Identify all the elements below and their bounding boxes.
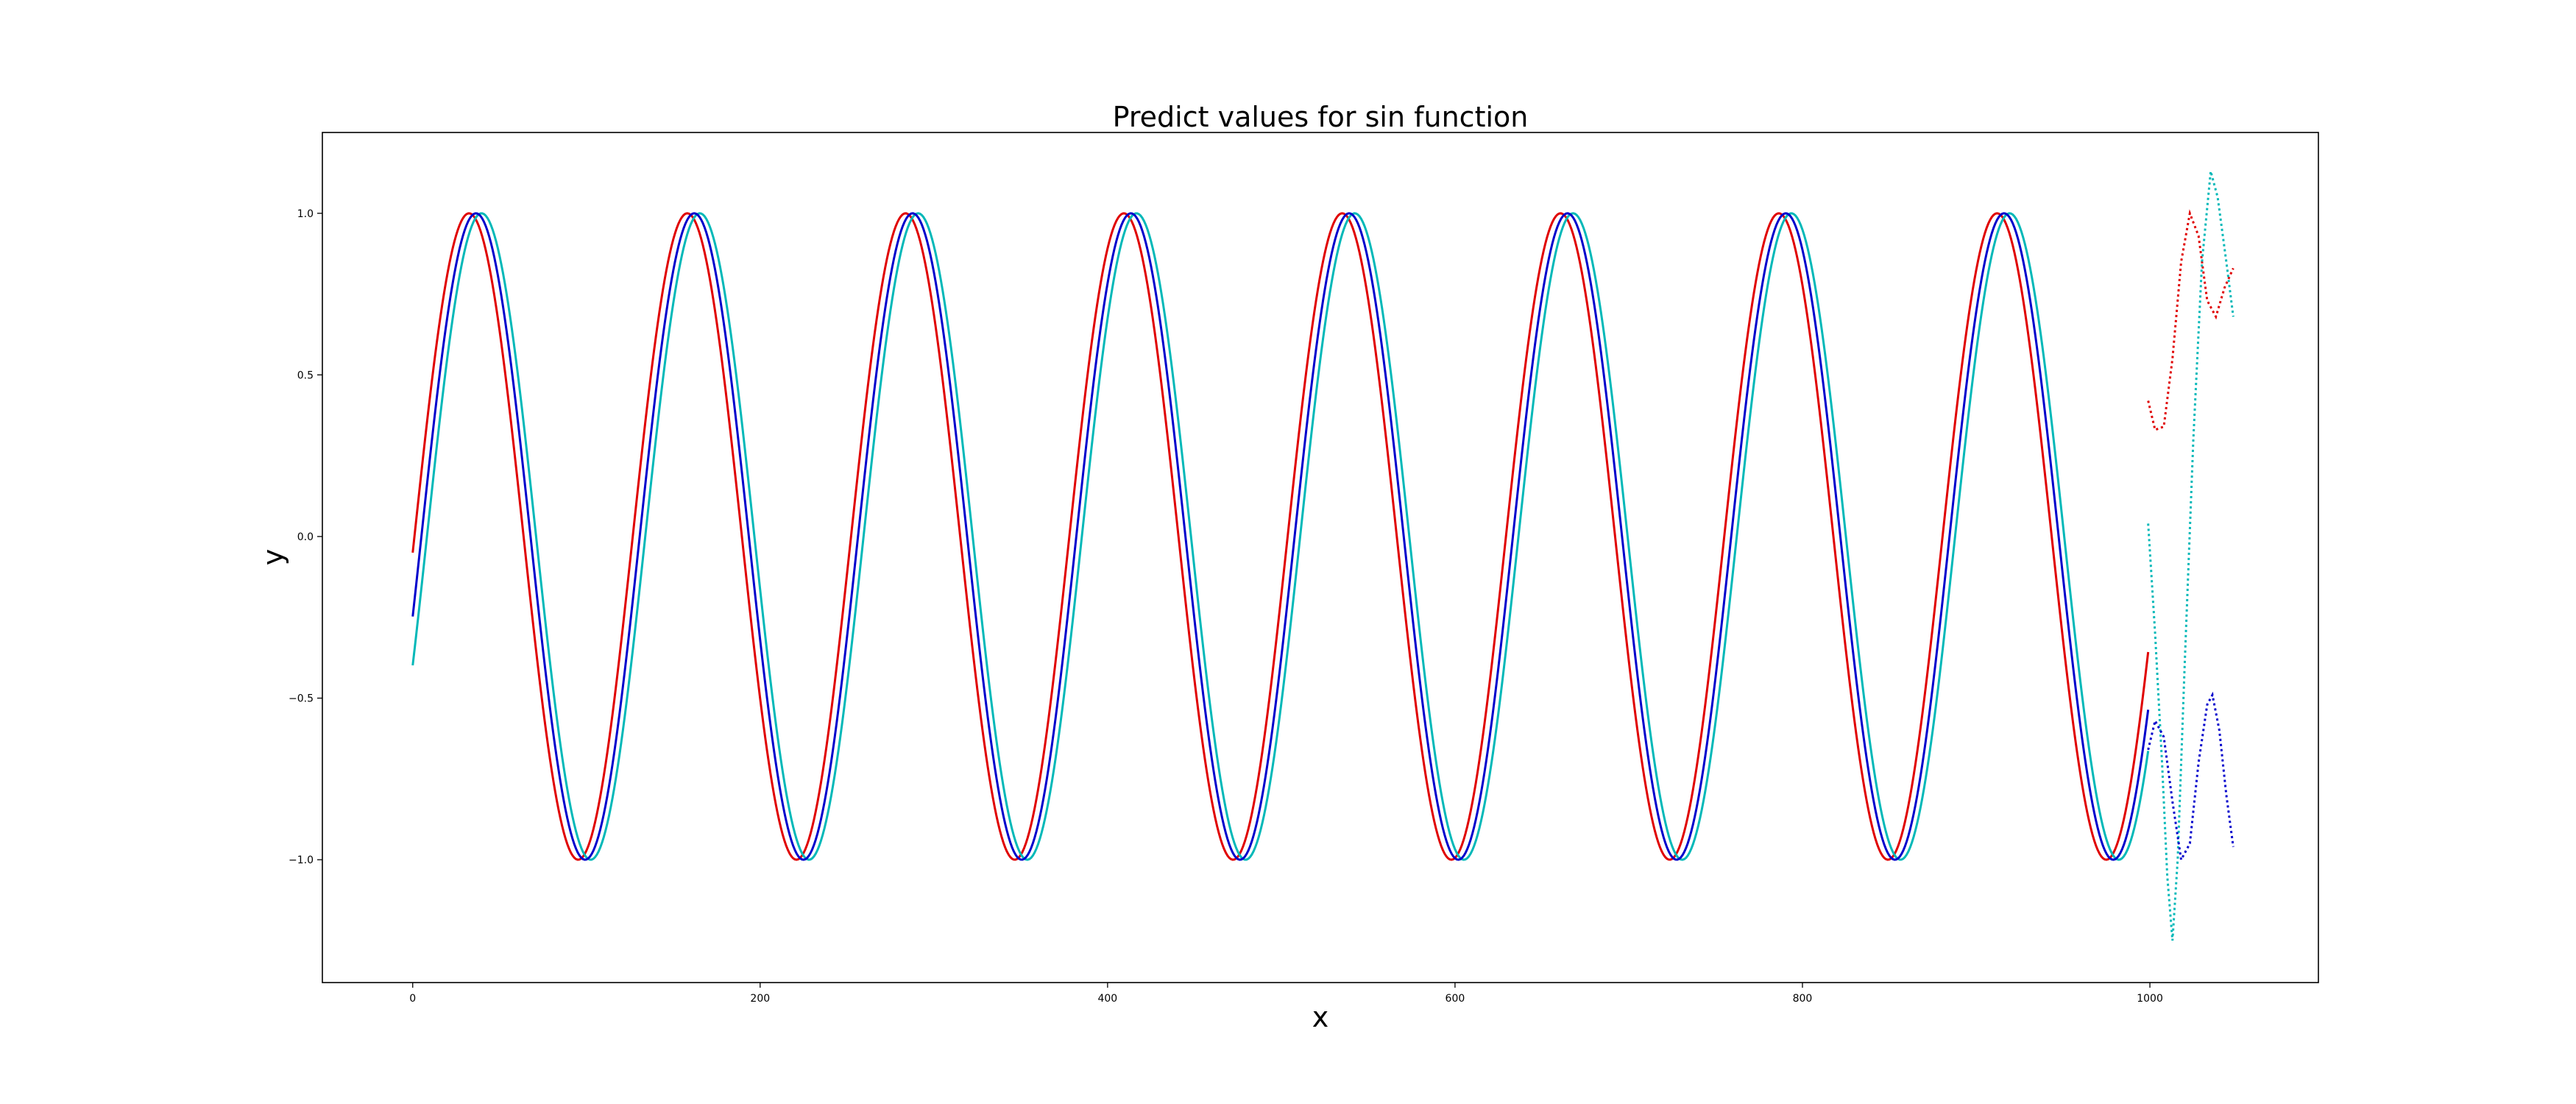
x-tick-label: 400 [1097,993,1117,1005]
x-tick-label: 200 [750,993,770,1005]
series-2-history-line [411,212,2150,861]
y-tick-label: 0.0 [297,531,314,543]
y-axis-label: y [257,549,289,566]
series-1-history-line [411,212,2150,861]
chart-title: Predict values for sin function [1113,101,1529,133]
ticks-layer: 0 200 400 600 800 1000 −1.0 −0.5 0.0 0.5 1.0 [289,208,2163,1005]
y-tick-label: −1.0 [289,854,314,866]
series-1-prediction-line [2147,209,2234,432]
x-tick-label: 800 [1793,993,1813,1005]
y-tick-label: 1.0 [297,208,314,220]
y-tick-label: −0.5 [289,693,314,705]
plot-frame [322,132,2319,983]
x-tick-label: 1000 [2137,993,2163,1005]
series-layer [411,171,2234,941]
series-3-history-line [411,212,2150,861]
x-tick-label: 600 [1446,993,1465,1005]
x-tick-label: 0 [409,993,416,1005]
x-axis-label: x [1312,1001,1329,1033]
y-tick-label: 0.5 [297,369,314,381]
